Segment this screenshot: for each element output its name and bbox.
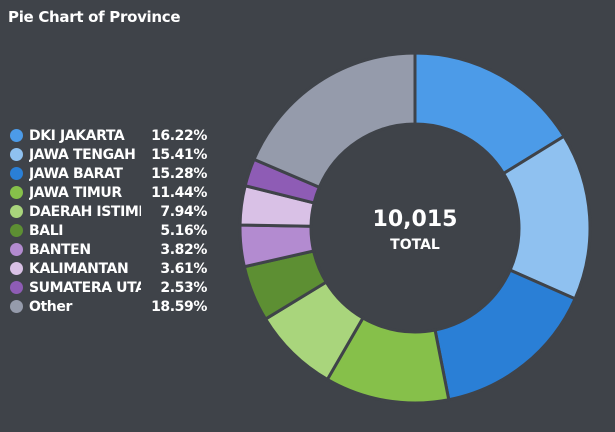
chart-legend: DKI JAKARTA 16.22% JAWA TENGAH 15.41% JAWA B…	[10, 126, 210, 316]
legend-value: 3.82%	[160, 241, 207, 258]
legend-swatch	[10, 300, 23, 313]
legend-value: 5.16%	[160, 222, 207, 239]
legend-value: 7.94%	[160, 203, 207, 220]
legend-item[interactable]: JAWA TENGAH 15.41%	[10, 145, 210, 164]
legend-item[interactable]: DKI JAKARTA 16.22%	[10, 126, 210, 145]
legend-item[interactable]: BALI 5.16%	[10, 221, 210, 240]
legend-swatch	[10, 205, 23, 218]
legend-item[interactable]: SUMATERA UTARA 2.53%	[10, 278, 210, 297]
legend-label: BANTEN	[29, 241, 91, 258]
legend-value: 18.59%	[151, 298, 207, 315]
legend-label: JAWA TENGAH	[29, 146, 136, 163]
legend-label: JAWA TIMUR	[29, 184, 122, 201]
legend-swatch	[10, 243, 23, 256]
legend-item[interactable]: JAWA BARAT 15.28%	[10, 164, 210, 183]
legend-label: DAERAH ISTIMEWA	[29, 203, 141, 220]
pie-slice[interactable]	[252, 51, 417, 190]
legend-swatch	[10, 186, 23, 199]
total-value: 10,015	[373, 207, 458, 232]
legend-label: BALI	[29, 222, 64, 239]
pie-slice[interactable]	[433, 268, 578, 402]
legend-label: SUMATERA UTARA	[29, 279, 141, 296]
legend-swatch	[10, 148, 23, 161]
legend-item[interactable]: DAERAH ISTIMEWA 7.94%	[10, 202, 210, 221]
legend-label: Other	[29, 298, 72, 315]
legend-value: 15.28%	[151, 165, 207, 182]
legend-item[interactable]: JAWA TIMUR 11.44%	[10, 183, 210, 202]
legend-swatch	[10, 262, 23, 275]
legend-value: 11.44%	[151, 184, 207, 201]
legend-swatch	[10, 281, 23, 294]
legend-value: 3.61%	[160, 260, 207, 277]
legend-value: 2.53%	[160, 279, 207, 296]
legend-label: KALIMANTAN	[29, 260, 129, 277]
legend-item[interactable]: BANTEN 3.82%	[10, 240, 210, 259]
legend-swatch	[10, 129, 23, 142]
total-label: TOTAL	[390, 237, 440, 253]
legend-item[interactable]: KALIMANTAN 3.61%	[10, 259, 210, 278]
legend-value: 16.22%	[151, 127, 207, 144]
legend-item[interactable]: Other 18.59%	[10, 297, 210, 316]
legend-swatch	[10, 224, 23, 237]
legend-label: DKI JAKARTA	[29, 127, 125, 144]
chart-title: Pie Chart of Province	[8, 8, 181, 26]
legend-swatch	[10, 167, 23, 180]
legend-label: JAWA BARAT	[29, 165, 123, 182]
legend-value: 15.41%	[151, 146, 207, 163]
